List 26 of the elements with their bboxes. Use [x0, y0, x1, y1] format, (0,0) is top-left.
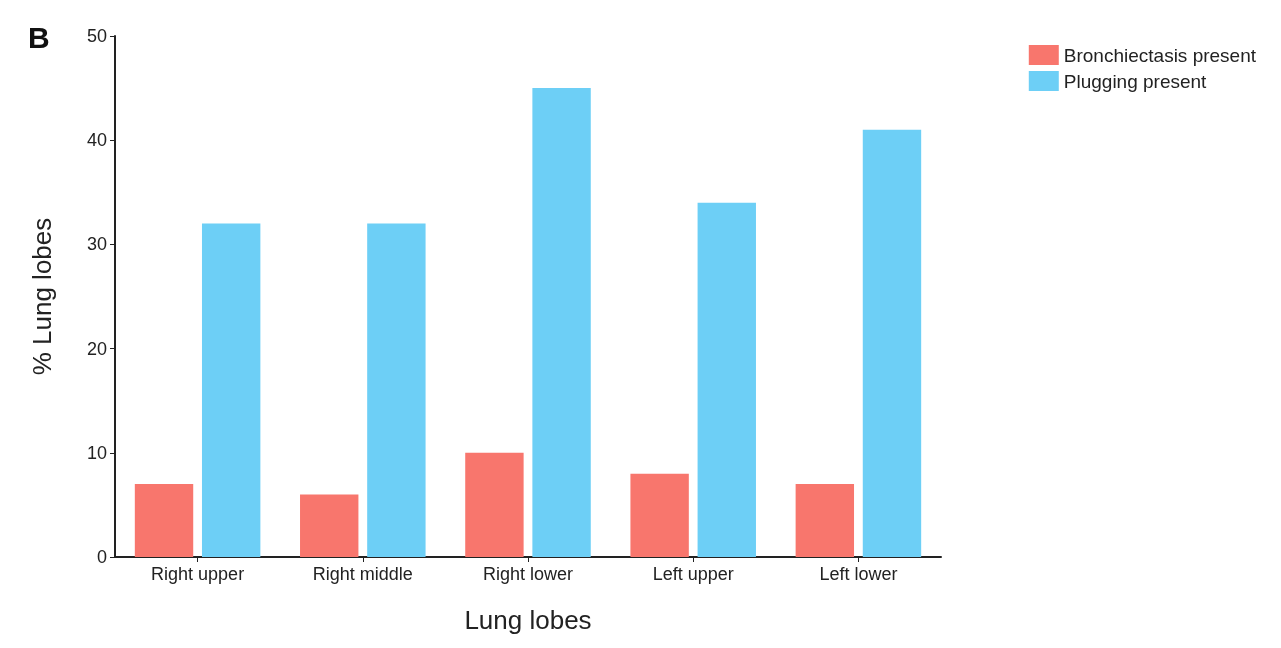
bar [134, 484, 194, 557]
legend-label: Bronchiectasis present [1063, 44, 1257, 66]
bar [201, 223, 261, 557]
y-tick-label: 40 [86, 130, 107, 151]
y-tick-label: 50 [86, 26, 107, 46]
x-tick-label: Left upper [652, 564, 734, 584]
text: B [28, 20, 50, 54]
x-tick-label: Right upper [151, 564, 245, 584]
bar [630, 473, 689, 557]
bar [465, 452, 524, 557]
x-tick-label: Right middle [312, 564, 413, 584]
bar [795, 484, 855, 557]
bar [367, 223, 426, 557]
x-axis-title: Lung lobes [464, 605, 592, 635]
bar [300, 494, 359, 557]
y-tick-label: 30 [86, 234, 107, 255]
y-tick-label: 20 [86, 338, 107, 359]
legend-label: Plugging present [1063, 70, 1208, 92]
bar [532, 88, 591, 557]
x-tick-label: Left lower [819, 564, 898, 584]
bar [697, 202, 756, 557]
bar [862, 129, 922, 557]
y-axis-title: % Lung lobes [27, 217, 57, 376]
y-tick-label: 0 [96, 547, 107, 567]
x-tick-label: Right lower [482, 564, 574, 584]
y-tick-label: 10 [86, 442, 107, 463]
